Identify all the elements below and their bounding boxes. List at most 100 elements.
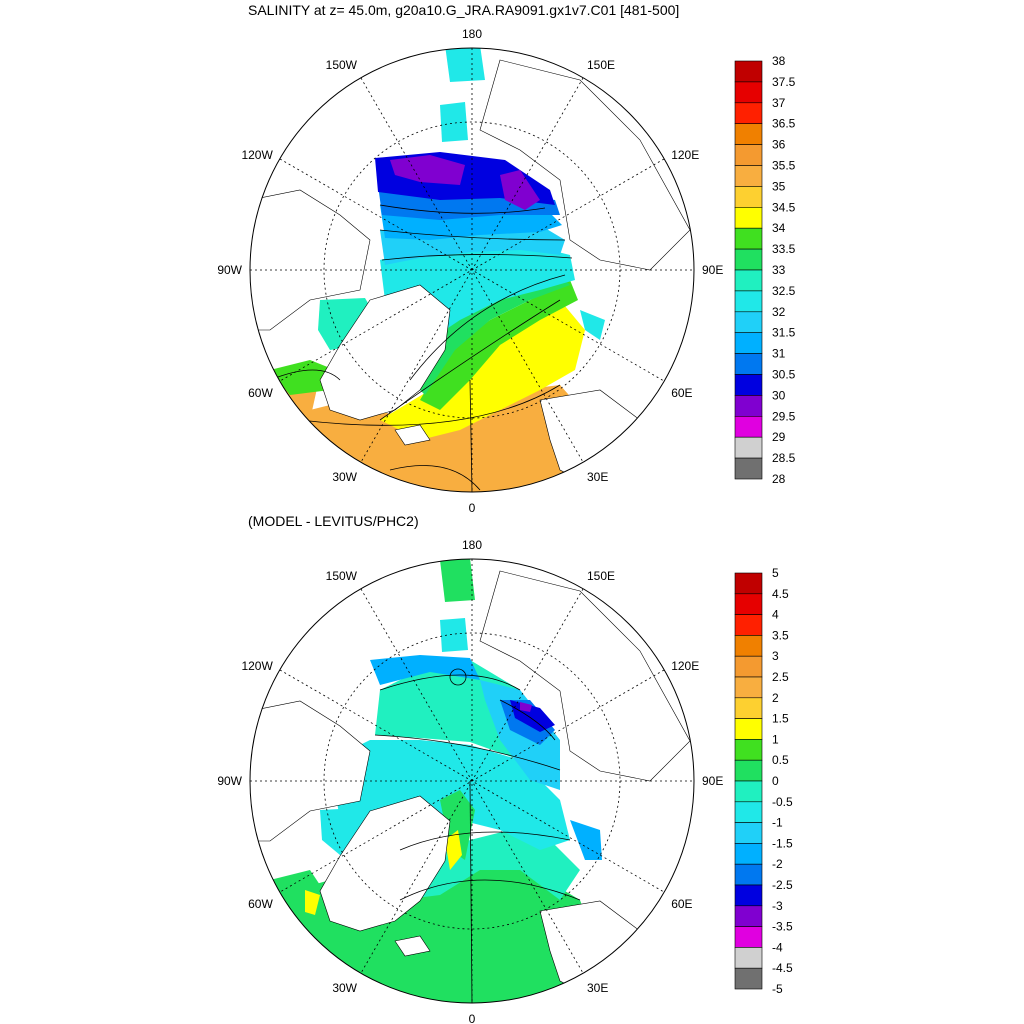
bottom-colorbar-swatch [734, 593, 763, 615]
bottom-difference-map: 180 150E 120E 90E 60E 30E 0 30W 60W 90W 120W 150W 5… [217, 538, 793, 1024]
top-fill-bering [445, 48, 485, 82]
top-colorbar-swatch [734, 457, 763, 480]
top-land-iceland [394, 424, 431, 446]
bot-fill-kara [570, 820, 602, 860]
top-fill-bering2 [440, 102, 468, 142]
bottom-colorbar-swatch [734, 780, 763, 803]
top-colorbar-swatch [734, 269, 763, 292]
top-colorbar-label: 28.5 [772, 451, 796, 465]
top-lon-label: 30E [587, 470, 608, 484]
top-colorbar-swatch [734, 102, 763, 125]
top-lon-label: 90W [217, 263, 242, 277]
top-colorbar-swatch [734, 186, 763, 208]
bottom-colorbar-swatch [734, 967, 763, 990]
top-panel-title: SALINITY at z= 45.0m, g20a10.G_JRA.RA909… [248, 2, 680, 18]
top-colorbar-label: 29 [772, 430, 786, 444]
top-colorbar-label: 38 [772, 54, 786, 68]
bottom-colorbar-label: 4.5 [772, 587, 789, 601]
bot-land-siberia [479, 570, 691, 782]
top-colorbar-label: 29.5 [772, 409, 796, 423]
top-colorbar-label: 36 [772, 138, 786, 152]
bottom-colorbar-swatch [734, 905, 763, 927]
top-lon-label: 120W [241, 148, 273, 162]
bottom-colorbar-label: 0.5 [772, 753, 789, 767]
bot-land-greenland [319, 795, 451, 932]
top-colorbar-label: 37.5 [772, 75, 796, 89]
bottom-colorbar-swatch [734, 863, 763, 886]
bottom-map-border [249, 558, 695, 1004]
top-colorbar-label: 31 [772, 347, 786, 361]
top-colorbar-swatch [734, 60, 763, 83]
bottom-colorbar: 5 4.5 4 3.5 3 2.5 2 1.5 1 0.5 0 -0.5 -1 -1.5 -2 -2.5 -3 -… [734, 566, 793, 996]
top-colorbar-swatch [734, 165, 763, 187]
top-map-border [249, 47, 695, 493]
bottom-colorbar-label: 4 [772, 608, 779, 622]
top-colorbar-swatch [734, 248, 763, 271]
bottom-lon-label: 180 [462, 538, 482, 552]
bottom-colorbar-swatch [734, 759, 763, 782]
bottom-colorbar-label: -1.5 [772, 836, 793, 850]
top-colorbar-swatch [734, 436, 763, 459]
top-lon-label: 90E [702, 263, 723, 277]
top-colorbar-swatch [734, 227, 763, 250]
top-colorbar-label: 28 [772, 472, 786, 486]
top-longitude-labels: 180 150E 120E 90E 60E 30E 0 30W 60W 90W 120W 150W [217, 27, 723, 515]
top-lon-label: 30W [332, 470, 357, 484]
bottom-colorbar-swatch [734, 926, 763, 948]
top-colorbar-swatch [734, 353, 763, 375]
top-colorbar-label: 37 [772, 96, 786, 110]
bottom-lon-label: 150E [587, 569, 615, 583]
top-lon-label: 120E [671, 148, 699, 162]
bottom-colorbar-label: 3.5 [772, 628, 789, 642]
top-contour-lines [269, 204, 573, 492]
bottom-colorbar-swatch [734, 718, 763, 740]
bottom-lon-label: 0 [469, 1012, 476, 1024]
top-colorbar-swatch [734, 395, 763, 417]
bot-fill-bering [440, 559, 475, 602]
top-colorbar-label: 30.5 [772, 368, 796, 382]
bottom-colorbar-label: 1 [772, 732, 779, 746]
top-colorbar-swatch [734, 332, 763, 354]
bottom-colorbar-label: 5 [772, 566, 779, 580]
bot-fill-bering2 [440, 618, 468, 652]
top-colorbar-swatch [734, 207, 763, 229]
top-colorbar-swatch [734, 311, 763, 333]
top-fill-green [420, 280, 578, 410]
top-graticule [250, 48, 694, 492]
bottom-colorbar-swatch [734, 822, 763, 844]
bottom-colorbar-swatch [734, 947, 763, 969]
top-colorbar: 38 37.5 37 36.5 36 35.5 35 34.5 34 33.5 33 32.5 32 31… [734, 54, 796, 486]
bottom-lon-label: 120E [671, 659, 699, 673]
top-land-siberia [479, 59, 691, 271]
bottom-colorbar-swatch [734, 614, 763, 636]
bottom-colorbar-label: -3.5 [772, 920, 793, 934]
top-lon-label: 150E [587, 58, 615, 72]
top-colorbar-swatch [734, 290, 763, 313]
bottom-lon-label: 60E [671, 897, 692, 911]
bottom-lon-label: 30E [587, 981, 608, 995]
bottom-colorbar-swatch [734, 635, 763, 657]
top-colorbar-label: 32 [772, 305, 786, 319]
bottom-lon-label: 60W [248, 897, 273, 911]
top-fill-purple-a [390, 155, 465, 185]
top-colorbar-swatch [734, 415, 763, 438]
bottom-panel-title: (MODEL - LEVITUS/PHC2) [248, 513, 419, 529]
top-fill-kara [580, 310, 605, 340]
top-colorbar-label: 35 [772, 179, 786, 193]
bottom-graticule [250, 559, 694, 1003]
bottom-colorbar-label: 2.5 [772, 670, 789, 684]
bottom-colorbar-label: 1.5 [772, 712, 789, 726]
bottom-colorbar-label: -2 [772, 857, 783, 871]
bottom-lon-label: 30W [332, 981, 357, 995]
bottom-lon-label: 90E [702, 774, 723, 788]
bot-land-iceland [394, 935, 431, 957]
bottom-colorbar-label: 2 [772, 691, 779, 705]
top-colorbar-label: 30 [772, 388, 786, 402]
bottom-colorbar-swatch [734, 676, 763, 699]
bottom-colorbar-swatch [734, 739, 763, 761]
top-lon-label: 180 [462, 27, 482, 41]
bottom-longitude-labels: 180 150E 120E 90E 60E 30E 0 30W 60W 90W 120W 150W [217, 538, 723, 1024]
bottom-colorbar-swatch [734, 801, 763, 823]
bottom-colorbar-swatch [734, 843, 763, 865]
